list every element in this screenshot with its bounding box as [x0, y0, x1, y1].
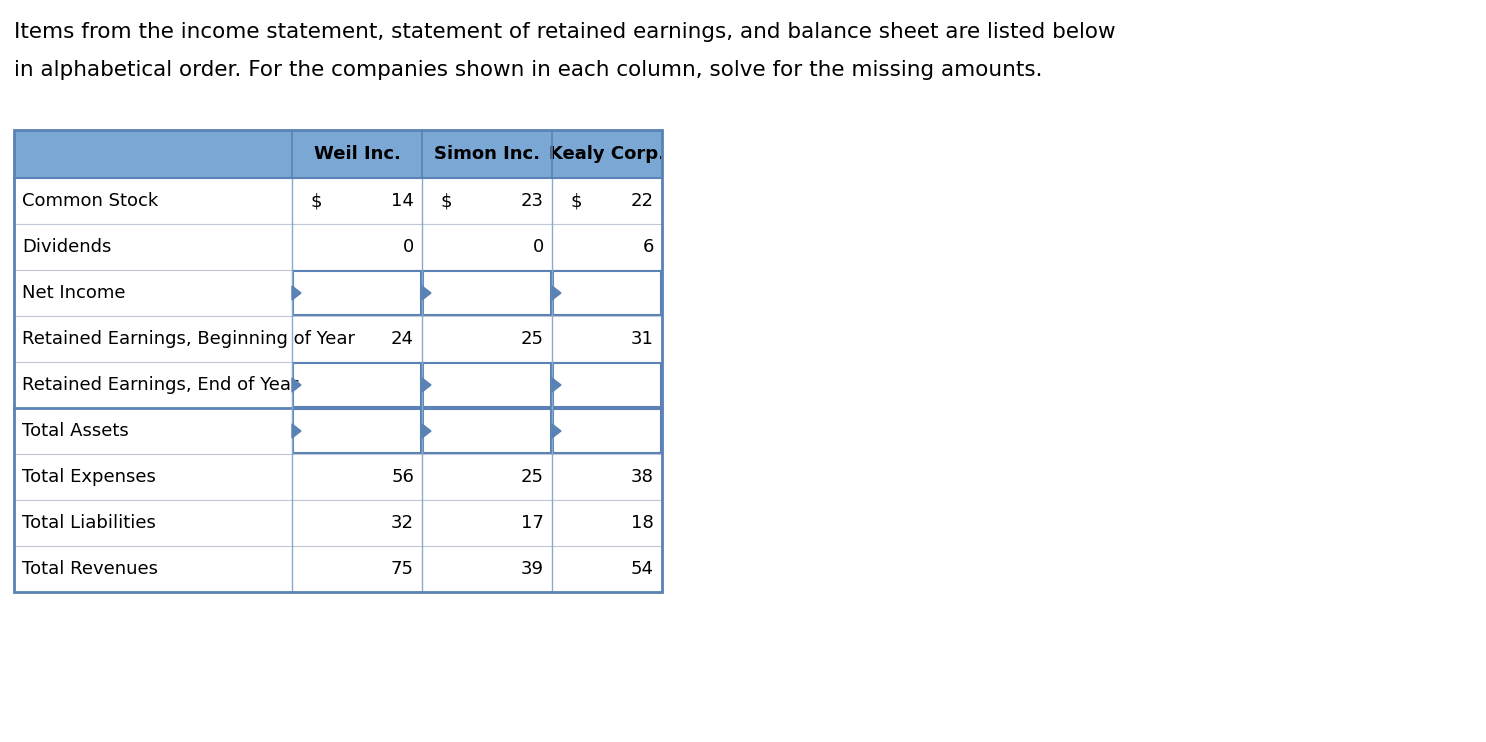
Text: 24: 24: [391, 330, 415, 348]
Bar: [13, 362, 661, 408]
Text: Retained Earnings, End of Year: Retained Earnings, End of Year: [22, 376, 299, 394]
Bar: [424, 409, 551, 453]
Bar: [13, 316, 661, 362]
Bar: [13, 270, 661, 316]
Text: 14: 14: [391, 192, 415, 210]
Bar: [13, 500, 661, 546]
Polygon shape: [422, 286, 431, 300]
Text: $: $: [571, 192, 581, 210]
Text: 32: 32: [391, 514, 415, 532]
Text: Net Income: Net Income: [22, 284, 125, 302]
Text: 6: 6: [642, 238, 654, 256]
Text: 17: 17: [522, 514, 544, 532]
Text: 75: 75: [391, 560, 415, 578]
Bar: [293, 409, 421, 453]
Bar: [553, 363, 661, 407]
Polygon shape: [422, 378, 431, 392]
Text: 18: 18: [632, 514, 654, 532]
Text: 25: 25: [522, 468, 544, 486]
Text: Simon Inc.: Simon Inc.: [434, 145, 539, 163]
Polygon shape: [551, 378, 562, 392]
Text: Total Assets: Total Assets: [22, 422, 129, 440]
Bar: [424, 363, 551, 407]
Bar: [424, 271, 551, 315]
Text: $: $: [311, 192, 321, 210]
Bar: [13, 130, 661, 592]
Text: 56: 56: [391, 468, 415, 486]
Text: Total Revenues: Total Revenues: [22, 560, 158, 578]
Text: Weil Inc.: Weil Inc.: [314, 145, 400, 163]
Text: Total Expenses: Total Expenses: [22, 468, 156, 486]
Bar: [13, 546, 661, 592]
Text: 39: 39: [522, 560, 544, 578]
Text: 25: 25: [522, 330, 544, 348]
Polygon shape: [293, 424, 302, 438]
Bar: [13, 130, 661, 178]
Bar: [13, 454, 661, 500]
Text: 0: 0: [533, 238, 544, 256]
Text: 23: 23: [522, 192, 544, 210]
Text: Common Stock: Common Stock: [22, 192, 158, 210]
Text: 0: 0: [403, 238, 415, 256]
Polygon shape: [422, 424, 431, 438]
Text: Items from the income statement, statement of retained earnings, and balance she: Items from the income statement, stateme…: [13, 22, 1116, 42]
Polygon shape: [551, 286, 562, 300]
Text: Total Liabilities: Total Liabilities: [22, 514, 156, 532]
Polygon shape: [293, 378, 302, 392]
Bar: [553, 409, 661, 453]
Text: Kealy Corp.: Kealy Corp.: [548, 145, 666, 163]
Text: 38: 38: [632, 468, 654, 486]
Bar: [293, 271, 421, 315]
Polygon shape: [551, 424, 562, 438]
Text: Dividends: Dividends: [22, 238, 111, 256]
Text: in alphabetical order. For the companies shown in each column, solve for the mis: in alphabetical order. For the companies…: [13, 60, 1043, 80]
Bar: [293, 363, 421, 407]
Text: 22: 22: [632, 192, 654, 210]
Bar: [13, 408, 661, 454]
Text: $: $: [440, 192, 452, 210]
Bar: [13, 178, 661, 224]
Polygon shape: [293, 286, 302, 300]
Bar: [553, 271, 661, 315]
Text: Retained Earnings, Beginning of Year: Retained Earnings, Beginning of Year: [22, 330, 355, 348]
Text: 54: 54: [632, 560, 654, 578]
Text: 31: 31: [632, 330, 654, 348]
Bar: [13, 224, 661, 270]
